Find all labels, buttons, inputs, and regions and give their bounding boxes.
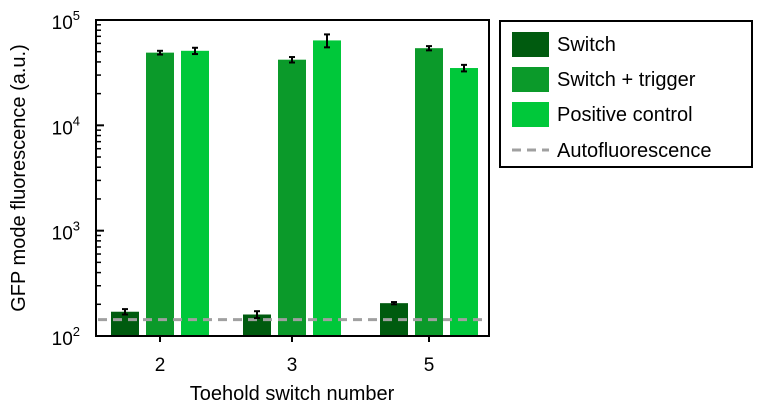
bar [146, 52, 174, 336]
error-bar [157, 49, 163, 56]
y-tick-label: 102 [52, 324, 80, 350]
legend-label: Positive control [557, 104, 693, 126]
legend-swatch [512, 32, 549, 57]
legend-items: Switch Switch + trigger Positive control Au… [512, 32, 712, 162]
y-tick-label: 103 [52, 219, 80, 245]
legend-label: Switch [557, 34, 616, 56]
error-bar [426, 45, 432, 52]
legend-swatch [512, 67, 549, 92]
x-tick-label: 5 [424, 355, 435, 376]
error-bar [192, 46, 198, 56]
y-tick-label: 104 [52, 113, 80, 139]
y-axis-title: GFP mode fluorescence (a.u.) [8, 44, 30, 312]
legend-label: Switch + trigger [557, 69, 696, 91]
bar [111, 311, 139, 336]
x-axis-title: Toehold switch number [190, 383, 395, 405]
legend-label: Autofluorescence [557, 140, 712, 162]
bar [278, 59, 306, 336]
y-ticks-layer: 102 103 104 105 [52, 8, 104, 350]
error-bar [324, 33, 330, 49]
x-tick-label: 2 [155, 355, 166, 376]
bar [181, 50, 209, 336]
error-bar [391, 301, 397, 306]
legend-swatch [512, 102, 549, 127]
x-ticks-layer: 2 3 5 [155, 336, 435, 376]
error-bar [289, 56, 295, 64]
bar [313, 40, 341, 336]
bar [450, 68, 478, 336]
error-bar [122, 308, 128, 316]
error-bar [461, 63, 467, 73]
x-tick-label: 3 [287, 355, 298, 376]
y-tick-label: 105 [52, 8, 80, 34]
legend: Switch Switch + trigger Positive control Au… [499, 20, 753, 168]
error-bars-layer [122, 33, 467, 320]
error-bar [254, 310, 260, 320]
bar [415, 48, 443, 336]
bars-layer [111, 40, 478, 336]
